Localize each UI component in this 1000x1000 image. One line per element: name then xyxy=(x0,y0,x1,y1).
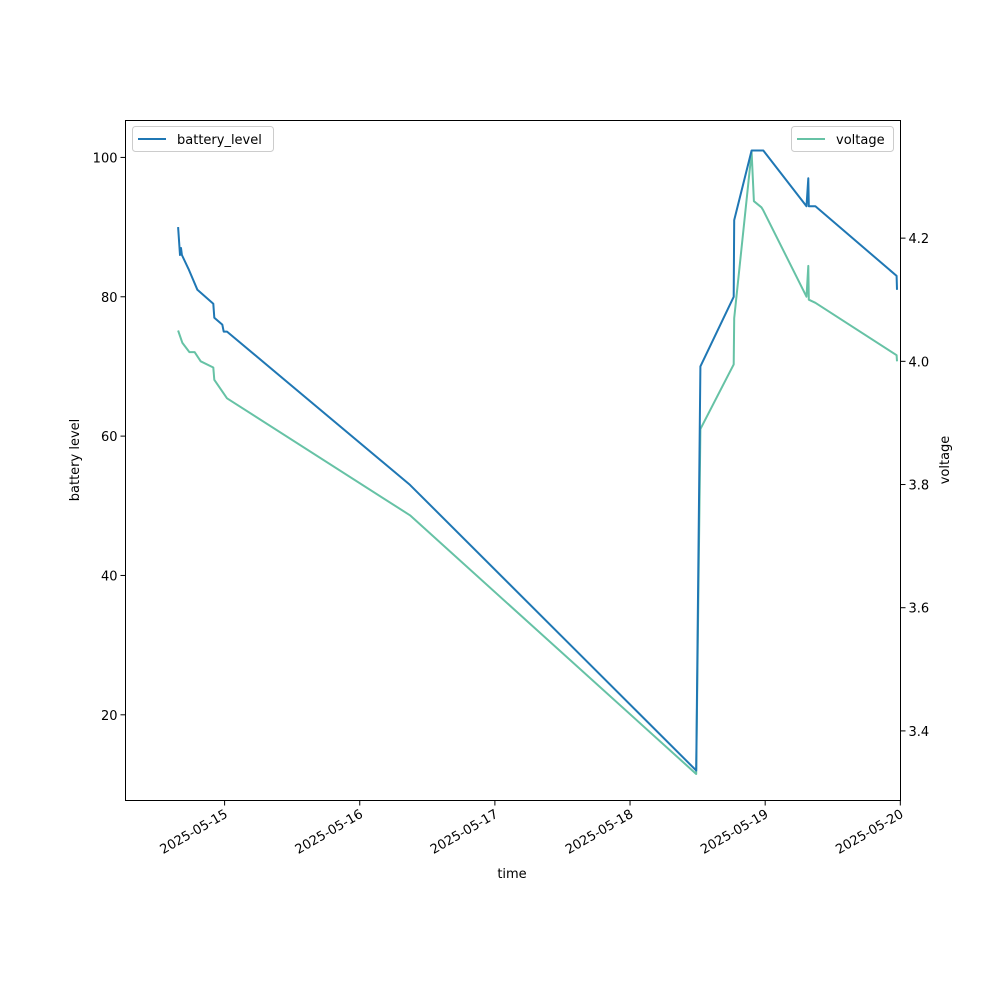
x-tick-label: 2025-05-19 xyxy=(698,807,771,858)
y-tick-label: 20 xyxy=(101,709,118,724)
x-tick-label: 2025-05-18 xyxy=(563,807,636,858)
y-tick-label: 60 xyxy=(101,430,118,445)
y-tick-label: 100 xyxy=(93,151,118,166)
x-axis: 2025-05-15 2025-05-16 2025-05-17 2025-05-18… xyxy=(158,800,906,858)
y-axis: 20 40 60 80 100 xyxy=(93,151,126,724)
y2-tick-label: 3.8 xyxy=(909,479,930,494)
y-axis-label: battery level xyxy=(68,419,83,502)
series-line-battery_level xyxy=(177,149,898,772)
x-tick-label: 2025-05-17 xyxy=(428,807,501,858)
series-layer xyxy=(177,149,898,775)
y2-tick-label: 4.0 xyxy=(909,355,930,370)
x-tick-label: 2025-05-16 xyxy=(293,807,366,858)
legend-left-label: battery_level xyxy=(177,133,262,148)
x-tick-label: 2025-05-15 xyxy=(158,807,231,858)
x-tick-label: 2025-05-20 xyxy=(833,807,906,858)
legend-right-label: voltage xyxy=(836,133,885,148)
y2-axis: 3.4 3.6 3.8 4.0 4.2 xyxy=(900,232,930,740)
y2-tick-label: 3.6 xyxy=(909,602,930,617)
y-tick-label: 80 xyxy=(101,291,118,306)
legend-left-box xyxy=(132,126,274,152)
legend-right: voltage xyxy=(791,126,894,152)
y2-tick-label: 3.4 xyxy=(909,725,930,740)
legend-left: battery_level xyxy=(132,126,274,152)
y2-tick-label: 4.2 xyxy=(909,232,930,247)
y-tick-label: 40 xyxy=(101,569,118,584)
legend-right-box xyxy=(791,126,894,152)
series-line-voltage xyxy=(177,150,898,775)
x-axis-label: time xyxy=(497,867,526,882)
y2-axis-label: voltage xyxy=(938,436,953,485)
axes-frame xyxy=(125,120,901,801)
